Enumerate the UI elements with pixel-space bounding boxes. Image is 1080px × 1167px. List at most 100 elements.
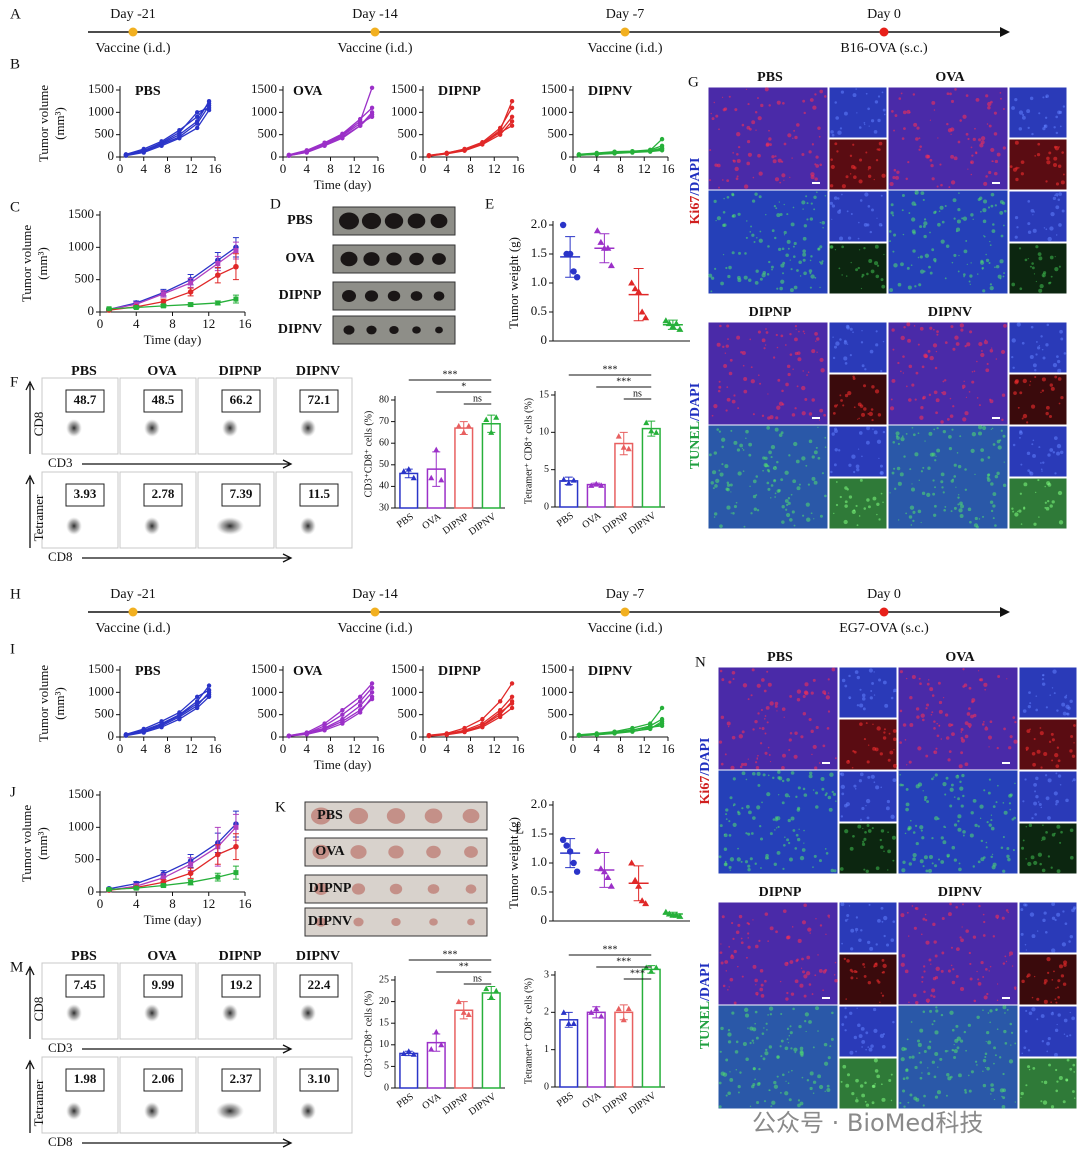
micrograph-speck [788, 748, 791, 752]
micrograph-speck [721, 96, 724, 99]
micrograph-speck [917, 1042, 922, 1048]
micrograph-speck [983, 920, 986, 924]
timeline-event: Vaccine (i.d.) [337, 41, 412, 56]
micrograph-speck [974, 127, 976, 130]
micrograph-speck [936, 448, 941, 453]
micrograph-speck [813, 195, 817, 199]
error-bar [633, 865, 644, 902]
data-point [194, 125, 200, 131]
micrograph-speck [962, 830, 966, 834]
data-point [509, 105, 515, 111]
micrograph-speck [779, 1091, 782, 1094]
micrograph-speck [933, 727, 936, 730]
flow-plot [119, 962, 197, 1040]
micrograph-speck [951, 980, 956, 985]
micrograph-speck [814, 331, 818, 336]
micrograph-speck [1073, 1071, 1076, 1073]
gate-value: 1.98 [74, 1071, 97, 1086]
flow-group-label: DIPNV [296, 364, 340, 379]
micrograph-speck [955, 906, 959, 909]
micrograph-speck [885, 806, 890, 811]
micrograph-speck [780, 478, 784, 482]
micrograph-speck [783, 203, 785, 206]
significance-label: *** [443, 949, 458, 960]
micrograph-speck [719, 824, 723, 828]
micrograph-speck [1058, 1076, 1063, 1081]
micrograph-speck [750, 225, 753, 228]
micrograph-speck [785, 382, 789, 387]
micrograph-speck [905, 1068, 909, 1073]
micrograph-speck [790, 1047, 793, 1050]
micrograph-speck [1024, 943, 1027, 946]
micrograph-speck [776, 346, 779, 349]
micrograph-speck [772, 356, 776, 359]
micrograph-speck [882, 340, 885, 343]
micrograph-speck [759, 727, 761, 730]
micrograph-speck [755, 129, 757, 131]
micrograph-speck [1026, 451, 1031, 456]
data-point [369, 85, 375, 90]
micrograph-speck [947, 969, 951, 973]
micrograph-speck [901, 953, 906, 958]
micrograph-speck [718, 380, 721, 383]
micrograph-speck [858, 1034, 863, 1039]
micrograph-speck [814, 974, 817, 977]
micrograph-group-label: OVA [945, 650, 975, 665]
micrograph-speck [929, 158, 933, 162]
micrograph-speck [781, 779, 785, 783]
micrograph-speck [896, 436, 900, 440]
micrograph-speck [848, 463, 852, 467]
micrograph-speck [724, 860, 727, 863]
micrograph-speck [858, 938, 862, 942]
micrograph-speck [737, 847, 739, 850]
y-tick-label: 0 [561, 728, 568, 743]
x-tick-label: 16 [239, 896, 253, 911]
micrograph-speck [996, 746, 999, 750]
micrograph-speck [743, 184, 749, 189]
x-tick-label: 4 [133, 316, 140, 331]
micrograph-speck [1036, 930, 1039, 932]
micrograph-speck [808, 983, 812, 986]
micrograph-speck [817, 126, 821, 131]
micrograph-speck [839, 394, 842, 397]
micrograph [1008, 477, 1068, 530]
micrograph-speck [745, 804, 750, 809]
micrograph-speck [850, 261, 852, 264]
micrograph-speck [988, 970, 990, 972]
micrograph-speck [996, 983, 999, 985]
micrograph-speck [959, 323, 965, 328]
micrograph-speck [1022, 839, 1025, 842]
micrograph-speck [978, 518, 981, 520]
data-point [177, 136, 182, 141]
micrograph-speck [898, 97, 902, 100]
micrograph-speck [946, 122, 949, 126]
micrograph-speck [853, 784, 857, 788]
micrograph-speck [917, 746, 922, 751]
micrograph-speck [940, 836, 944, 840]
micrograph-speck [1063, 960, 1068, 965]
micrograph-speck [949, 787, 954, 792]
micrograph-speck [865, 722, 868, 725]
micrograph-speck [959, 786, 964, 791]
micrograph-speck [861, 842, 866, 847]
micrograph-speck [879, 845, 884, 849]
data-point [233, 843, 239, 850]
micrograph-speck [865, 798, 871, 804]
micrograph-speck [1052, 669, 1057, 674]
micrograph-speck [882, 108, 886, 112]
micrograph-speck [925, 707, 928, 710]
micrograph-speck [944, 277, 947, 280]
photo-group-label: PBS [287, 213, 313, 228]
micrograph-speck [863, 222, 868, 227]
micrograph-speck [875, 343, 879, 347]
data-point [615, 1005, 622, 1012]
micrograph-speck [748, 278, 752, 282]
micrograph-speck [789, 353, 793, 356]
micrograph-speck [711, 117, 715, 121]
micrograph-speck [867, 980, 872, 985]
micrograph-speck [817, 247, 821, 251]
data-point [286, 153, 292, 158]
data-point [588, 1009, 595, 1015]
micrograph-speck [1050, 1001, 1053, 1004]
micrograph-speck [803, 974, 808, 979]
